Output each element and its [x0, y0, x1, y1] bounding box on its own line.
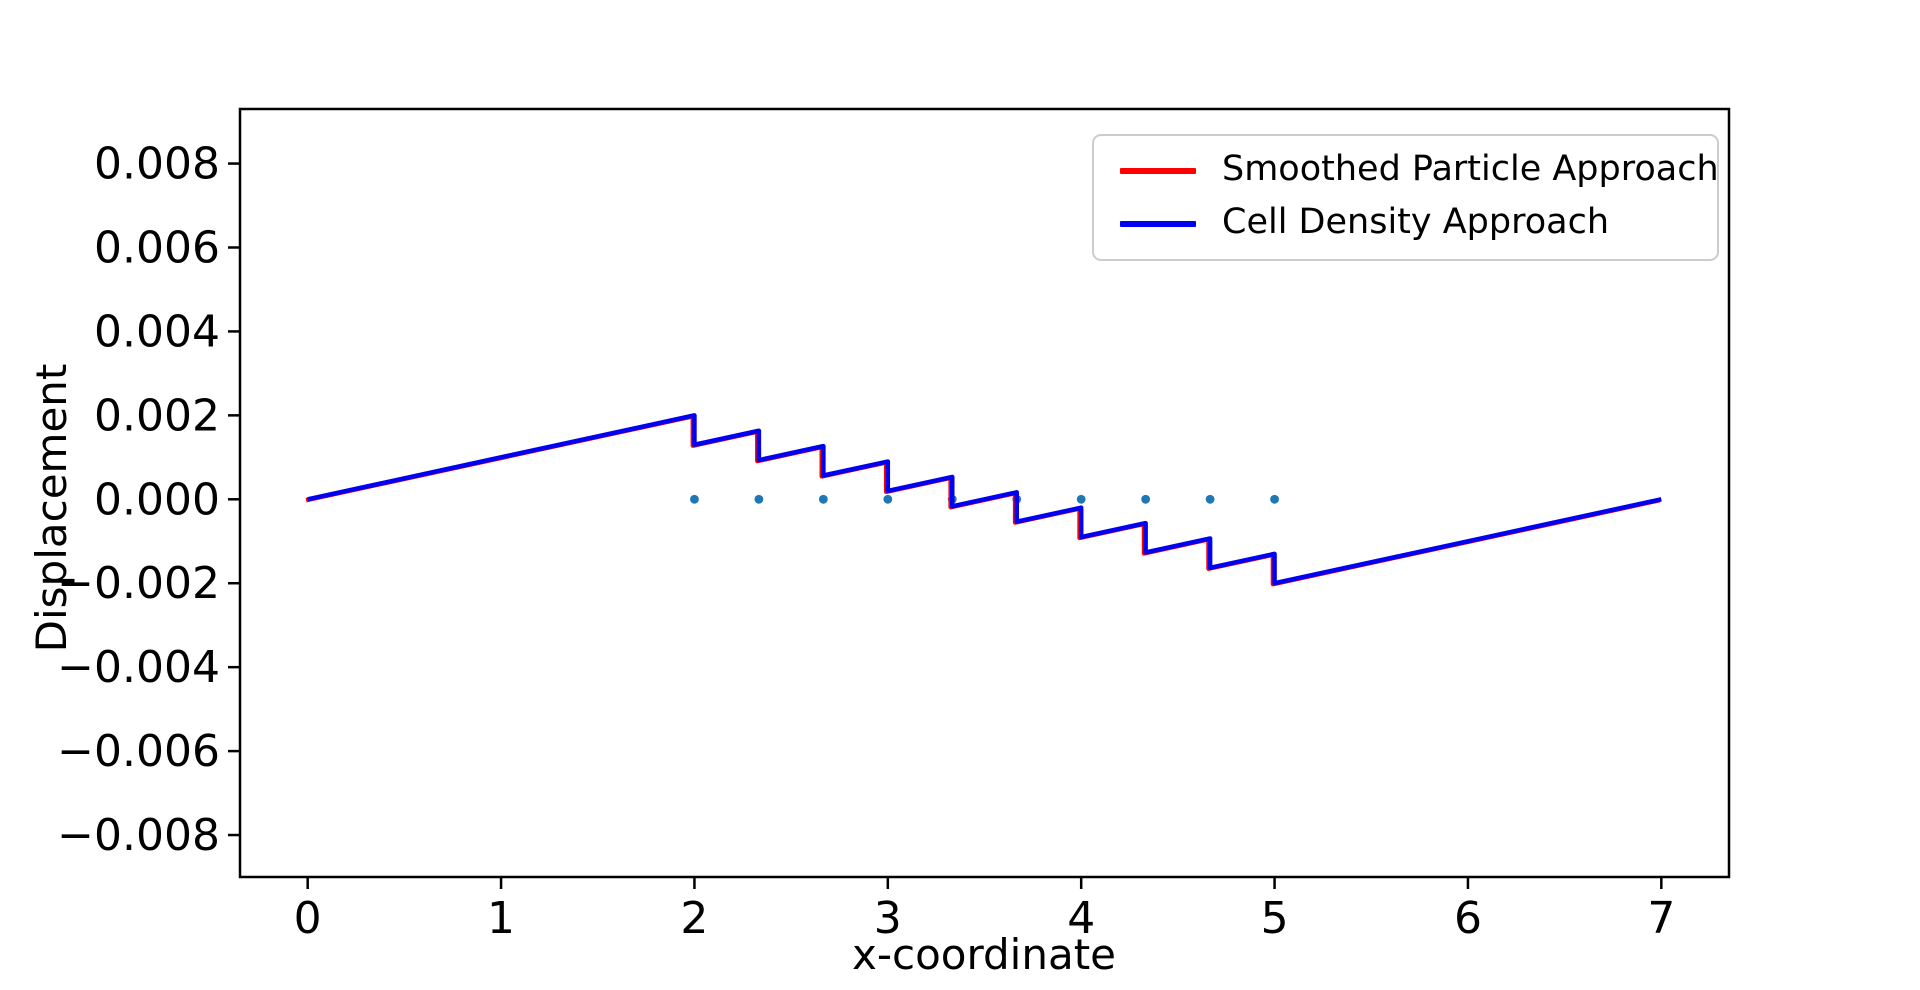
y-tick-label: −0.002	[57, 558, 220, 609]
x-tick-label: 5	[1261, 893, 1289, 944]
y-tick-label: 0.006	[94, 222, 220, 273]
legend-entry-smoothed-particle: Smoothed Particle Approach	[1110, 152, 1719, 190]
node-dot	[883, 494, 893, 504]
node-dot	[1076, 494, 1086, 504]
x-tick-label: 0	[294, 893, 322, 944]
x-tick-label: 6	[1454, 893, 1482, 944]
legend: Smoothed Particle Approach Cell Density …	[1092, 134, 1719, 261]
axes-spines	[238, 107, 1731, 879]
node-dot	[1141, 494, 1151, 504]
x-tick-label: 3	[874, 893, 902, 944]
y-tick-label: 0.004	[94, 306, 220, 357]
node-dot	[1205, 494, 1215, 504]
node-dot	[818, 494, 828, 504]
y-tick-label: 0.008	[94, 139, 220, 190]
legend-line-blue-icon	[1120, 220, 1196, 227]
node-dot	[690, 494, 699, 504]
y-tick-label: −0.008	[57, 810, 220, 861]
x-tick-label: 7	[1647, 893, 1675, 944]
legend-label: Cell Density Approach	[1222, 201, 1610, 242]
node-dot	[754, 494, 764, 504]
y-tick-label: −0.006	[57, 726, 220, 777]
x-tick-label: 1	[487, 893, 515, 944]
legend-entry-cell-density: Cell Density Approach	[1110, 201, 1701, 243]
x-tick-label: 2	[680, 893, 708, 944]
legend-line-red-icon	[1120, 168, 1196, 175]
x-axis-label: x-coordinate	[852, 930, 1116, 979]
y-tick-label: −0.004	[57, 642, 220, 693]
y-tick-label: 0.000	[94, 474, 220, 525]
series-cell-density-approach-line	[307, 413, 1662, 586]
y-tick-label: 0.002	[94, 390, 220, 441]
y-axis-label: Displacement	[27, 364, 76, 653]
node-dot	[1270, 494, 1279, 504]
legend-label: Smoothed Particle Approach	[1222, 149, 1719, 190]
x-tick-label: 4	[1067, 893, 1095, 944]
